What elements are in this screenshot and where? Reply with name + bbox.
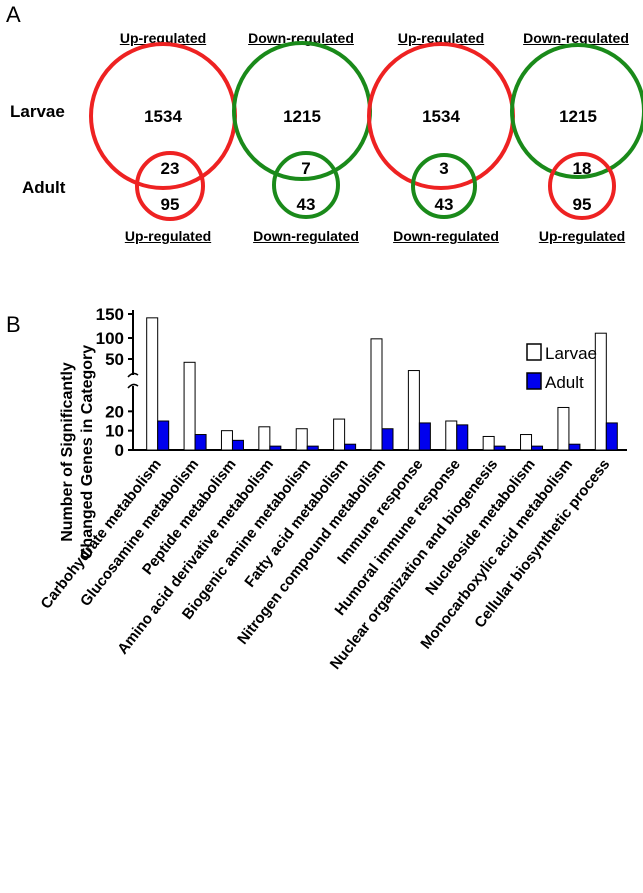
y-axis-title: Number of Significantly Changed Genes in… <box>59 345 96 559</box>
group-3-bottom-label: Down-regulated <box>393 228 499 244</box>
legend-swatch-adult <box>526 372 542 390</box>
group-2-bottom-label: Down-regulated <box>253 228 359 244</box>
bar-larvae <box>370 338 383 451</box>
y-tick-label: 0 <box>115 441 124 460</box>
adult-circle-2 <box>272 151 340 219</box>
y-tick-label: 50 <box>105 350 124 369</box>
adult-count-4: 95 <box>573 195 592 214</box>
bar-larvae <box>594 332 607 451</box>
bar-adult <box>568 443 581 451</box>
adult-count-3: 43 <box>435 195 454 214</box>
y-tick-label: 10 <box>105 422 124 441</box>
bar-adult <box>269 445 282 451</box>
bar-adult <box>231 439 244 451</box>
panel-b-letter: B <box>6 312 21 337</box>
bar-larvae <box>295 428 308 451</box>
adult-circle-3 <box>411 153 477 219</box>
venn-group-2: 1215 7 43 <box>232 41 372 219</box>
bar-larvae <box>220 430 233 451</box>
bar-adult <box>381 428 394 451</box>
larvae-count-2: 1215 <box>283 107 321 126</box>
bar-adult <box>493 445 506 451</box>
venn-group-1: 1534 23 95 <box>89 42 237 221</box>
group-1-bottom-label: Up-regulated <box>124 228 212 244</box>
venn-diagrams: 1534 23 95 1215 7 43 1534 3 43 1215 18 9… <box>89 41 643 221</box>
bar-adult <box>531 445 544 451</box>
y-tick-label: 20 <box>105 402 124 421</box>
larvae-circle-4 <box>510 43 643 179</box>
bar-adult <box>194 434 207 451</box>
bar-larvae <box>557 406 570 451</box>
bar-larvae <box>146 317 159 451</box>
y-tick-label: 100 <box>96 329 124 348</box>
bar-larvae <box>445 420 458 451</box>
y-axis-title-line-1: Number of Significantly <box>59 362 76 542</box>
legend-label-larvae: Larvae <box>545 344 597 363</box>
bar-adult <box>418 422 431 451</box>
bar-adult <box>306 445 319 451</box>
y-axis-title-line-2: Changed Genes in Category <box>79 345 96 559</box>
adult-circle-1 <box>135 151 205 221</box>
bar-larvae <box>183 361 196 451</box>
adult-circle-4 <box>548 152 616 220</box>
group-4-bottom-label: Up-regulated <box>538 228 626 244</box>
bar-larvae <box>258 426 271 451</box>
legend-label-adult: Adult <box>545 373 584 392</box>
bar-adult <box>605 422 618 451</box>
legend-swatch-larvae <box>526 343 542 361</box>
bar-adult <box>157 420 170 451</box>
bar-larvae <box>333 418 346 451</box>
overlap-count-3: 3 <box>439 159 448 178</box>
bar-larvae <box>520 434 533 451</box>
adult-count-1: 95 <box>161 195 180 214</box>
group-3-top-label: Up-regulated <box>397 30 485 46</box>
bar-adult <box>456 424 469 451</box>
legend: Larvae Adult <box>526 343 597 392</box>
overlap-count-1: 23 <box>161 159 180 178</box>
y-axis-break-mark <box>127 372 139 378</box>
overlap-count-4: 18 <box>573 159 592 178</box>
bar-larvae <box>407 370 420 451</box>
group-4-top-label: Down-regulated <box>523 30 629 46</box>
y-axis-break-mark <box>127 383 139 389</box>
larvae-row-label: Larvae <box>10 102 65 121</box>
group-2-top-label: Down-regulated <box>248 30 354 46</box>
adult-row-label: Adult <box>22 178 66 197</box>
bar-adult <box>344 443 357 451</box>
larvae-count-3: 1534 <box>422 107 460 126</box>
venn-group-3: 1534 3 43 <box>367 42 515 219</box>
larvae-count-1: 1534 <box>144 107 182 126</box>
bars <box>146 317 618 451</box>
y-tick-label: 150 <box>96 305 124 324</box>
larvae-count-4: 1215 <box>559 107 597 126</box>
bar-larvae <box>482 435 495 451</box>
venn-group-4: 1215 18 95 <box>510 43 643 220</box>
panel-a-letter: A <box>6 2 21 27</box>
overlap-count-2: 7 <box>301 159 310 178</box>
bar-chart: Number of Significantly Changed Genes in… <box>38 305 627 673</box>
adult-count-2: 43 <box>297 195 316 214</box>
group-1-top-label: Up-regulated <box>119 30 207 46</box>
